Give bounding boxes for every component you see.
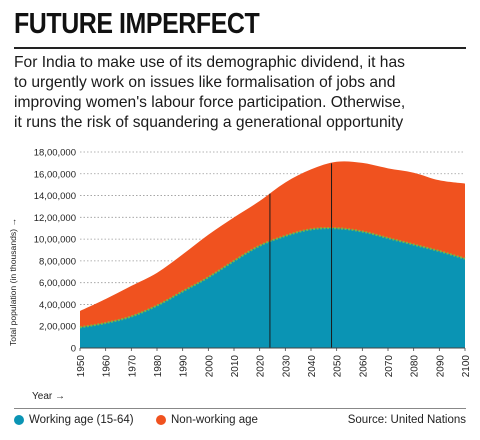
working-age-boundary <box>79 226 466 329</box>
x-tick-label: 2060 <box>358 355 369 378</box>
x-tick-label: 2010 <box>230 355 241 378</box>
x-tick-label: 1960 <box>102 355 113 378</box>
y-tick-label: 16,00,000 <box>34 169 76 180</box>
standfirst: For India to make use of its demographic… <box>14 53 474 133</box>
x-tick-label: 2030 <box>281 355 292 378</box>
headline-rule <box>14 47 466 49</box>
legend-item-working: Working age (15-64) <box>14 414 134 426</box>
x-tick-label: 2040 <box>307 355 318 378</box>
x-axis-title: Year → <box>32 391 65 402</box>
x-tick-label: 2050 <box>333 355 344 378</box>
legend-item-nonworking: Non-working age <box>156 414 258 426</box>
headline: FUTURE IMPERFECT <box>14 8 260 40</box>
footer-rule <box>14 408 466 409</box>
y-tick-label: 14,00,000 <box>34 191 76 202</box>
legend-swatch-working <box>14 415 24 425</box>
standfirst-line: improving women's labour force participa… <box>14 94 406 111</box>
y-tick-label: 6,00,000 <box>39 278 76 289</box>
x-tick-label: 2020 <box>256 355 267 378</box>
legend-swatch-nonworking <box>156 415 166 425</box>
x-tick-label: 2080 <box>410 355 421 378</box>
standfirst-line: For India to make use of its demographic… <box>14 54 405 71</box>
x-tick-label: 2070 <box>384 355 395 378</box>
standfirst-line: it runs the risk of squandering a genera… <box>14 114 404 131</box>
source-note: Source: United Nations <box>347 414 466 426</box>
y-tick-label: 18,00,000 <box>34 148 76 159</box>
y-axis-title: Total population (in thousands) → <box>8 218 18 346</box>
x-tick-label: 2000 <box>204 355 215 378</box>
standfirst-line: to urgently work on issues like formalis… <box>14 74 396 91</box>
y-tick-label: 4,00,000 <box>39 300 76 311</box>
x-tick-label: 2100 <box>461 355 472 378</box>
x-tick-label: 1970 <box>127 355 138 378</box>
legend-label-working: Working age (15-64) <box>29 414 134 426</box>
y-tick-label: 0 <box>71 344 76 355</box>
x-tick-label: 1950 <box>76 355 87 378</box>
legend-label-nonworking: Non-working age <box>171 414 258 426</box>
x-tick-label: 2090 <box>435 355 446 378</box>
population-area-chart: 0 2,00,000 4,00,000 6,00,000 8,00,000 10,00,0… <box>8 148 472 403</box>
y-tick-label: 2,00,000 <box>39 322 76 333</box>
y-tick-label: 8,00,000 <box>39 256 76 267</box>
x-tick-label: 1990 <box>179 355 190 378</box>
legend: Working age (15-64) Non-working age Sour… <box>14 414 466 430</box>
area-working-age <box>80 228 465 348</box>
x-tick-label: 1980 <box>153 355 164 378</box>
y-tick-label: 12,00,000 <box>34 213 76 224</box>
y-tick-label: 10,00,000 <box>34 235 76 246</box>
